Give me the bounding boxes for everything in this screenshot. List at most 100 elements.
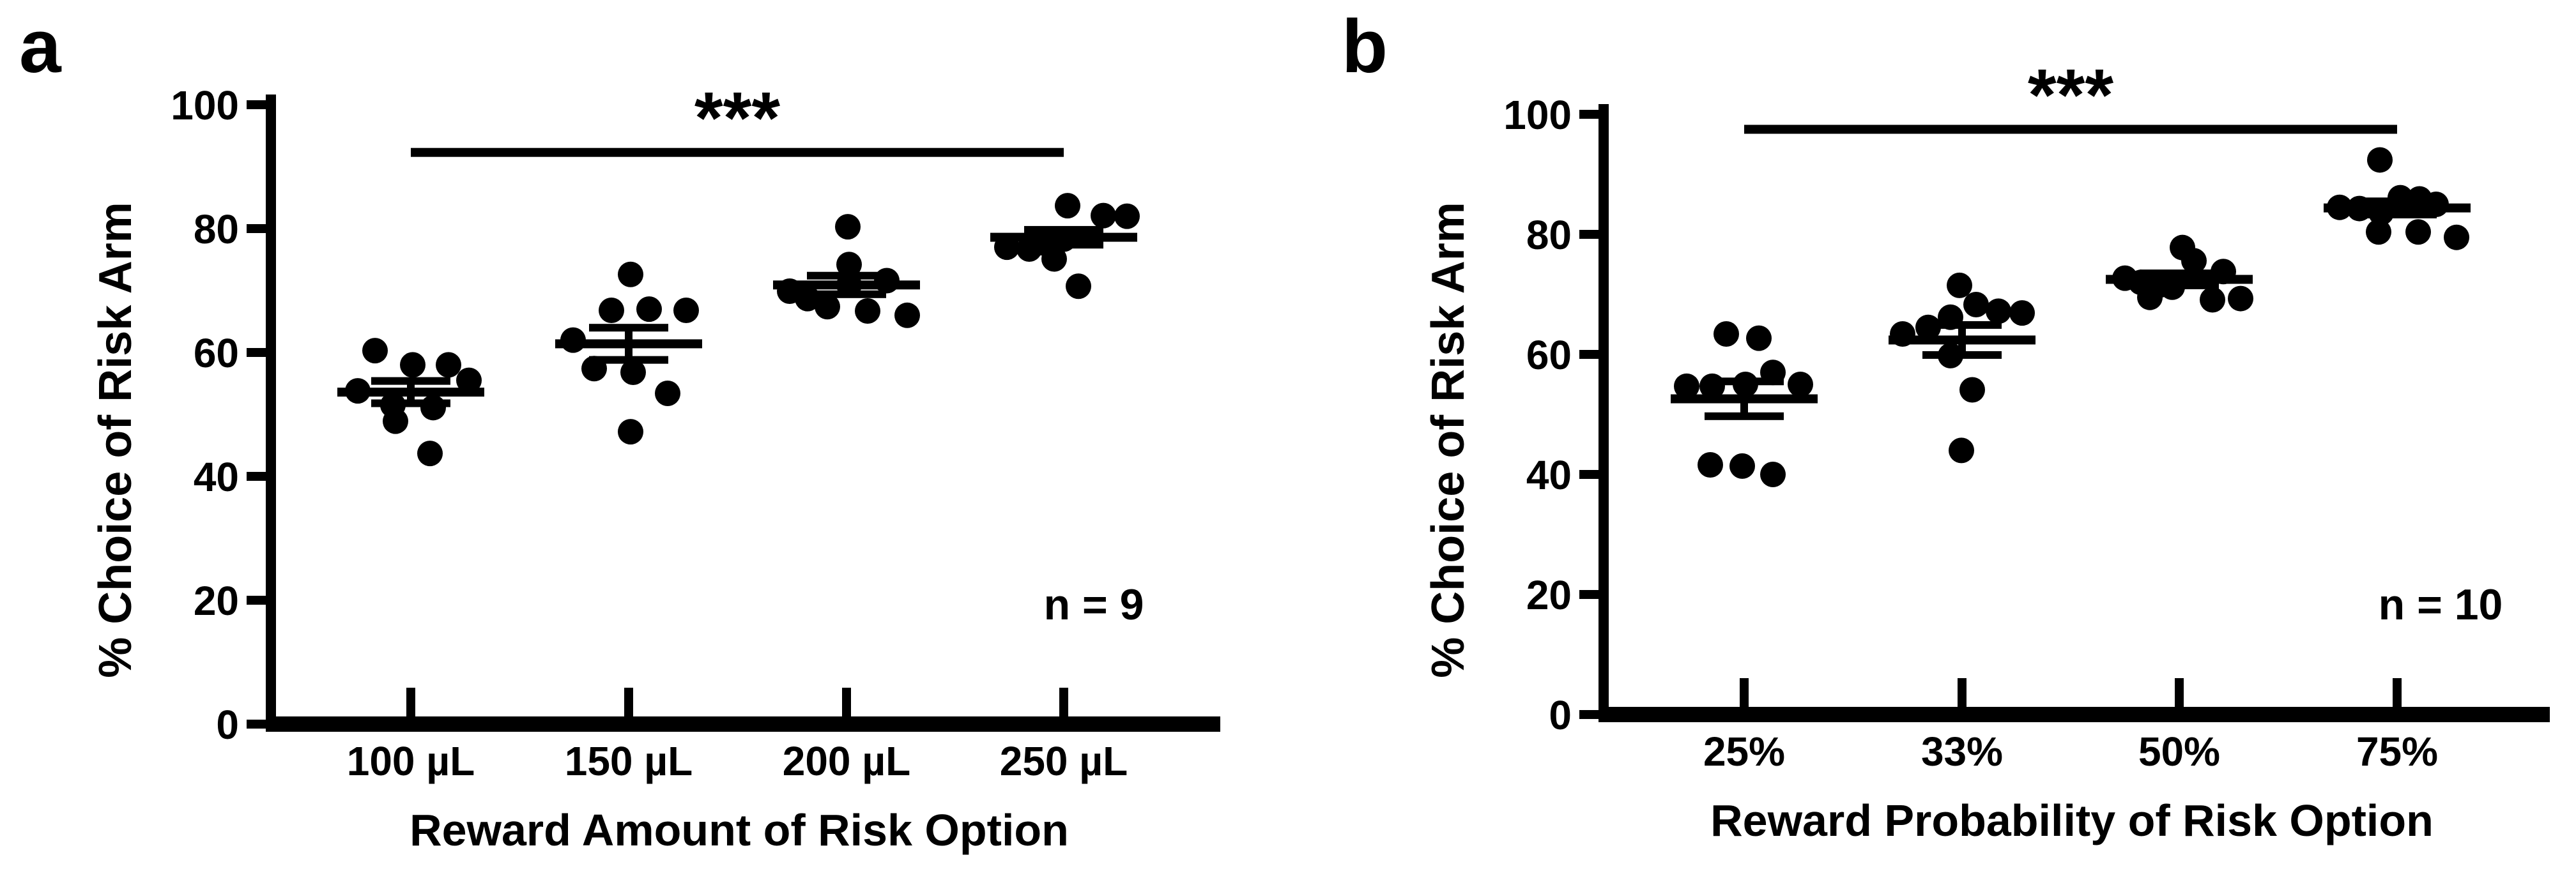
- data-point: [1016, 236, 1042, 262]
- data-point: [618, 419, 643, 445]
- data-point: [994, 234, 1020, 261]
- y-tick: [247, 348, 266, 357]
- y-axis-title: % Choice of Risk Arm: [1423, 202, 1474, 678]
- data-point: [1947, 272, 1972, 298]
- x-tick: [1059, 688, 1068, 716]
- y-tick-label: 100: [171, 82, 239, 128]
- x-axis-title: Reward Probability of Risk Option: [1710, 796, 2434, 845]
- data-point: [2181, 248, 2207, 274]
- sem-cap-upper: [589, 324, 668, 332]
- sem-cap-upper: [371, 377, 450, 385]
- data-point: [2159, 274, 2185, 300]
- y-tick: [247, 720, 266, 729]
- x-tick-label: 33%: [1921, 729, 2003, 775]
- x-axis-title: Reward Amount of Risk Option: [410, 805, 1069, 855]
- data-point: [1890, 321, 1915, 347]
- x-tick: [1958, 678, 1966, 707]
- x-tick-label: 50%: [2138, 729, 2220, 775]
- data-point: [1699, 373, 1725, 399]
- n-label: n = 10: [2379, 580, 2503, 629]
- data-point: [1938, 304, 1963, 330]
- mean-line: [337, 388, 484, 397]
- data-point: [835, 214, 861, 240]
- data-point: [456, 367, 482, 393]
- y-tick-label: 20: [194, 578, 239, 624]
- data-point: [1746, 325, 1772, 351]
- y-tick-label: 0: [216, 702, 239, 748]
- data-point: [2200, 287, 2225, 313]
- data-point: [1729, 453, 1755, 479]
- data-point: [2211, 259, 2236, 285]
- y-tick-label: 40: [194, 454, 239, 500]
- sem-cap-lower: [589, 356, 668, 364]
- data-point: [1733, 372, 1758, 397]
- data-point: [2327, 194, 2352, 220]
- y-tick: [1579, 230, 1598, 239]
- mean-line: [555, 339, 702, 349]
- data-point: [599, 298, 624, 324]
- panel-b-chart: 0 20 40 60 80 100 25% 33% 50% 75% *** n = 10 Reward …: [1423, 55, 2550, 845]
- n-label: n = 9: [1044, 580, 1144, 629]
- panel-b-letter: b: [1342, 4, 1388, 89]
- data-point: [436, 352, 461, 378]
- data-point: [345, 378, 371, 404]
- y-tick: [247, 100, 266, 109]
- data-point: [1986, 298, 2011, 324]
- data-point: [2366, 219, 2391, 245]
- x-tick: [624, 688, 633, 716]
- data-point: [1959, 377, 1985, 403]
- data-point: [383, 408, 408, 434]
- x-tick: [406, 688, 415, 716]
- panel-a-chart: 0 20 40 60 80 100 100 µL 150 µL 200 µL 250 µL *** n…: [90, 78, 1220, 855]
- data-point: [1760, 360, 1786, 386]
- data-point: [400, 352, 425, 378]
- y-axis-title: % Choice of Risk Arm: [90, 202, 141, 678]
- data-point: [1114, 203, 1140, 229]
- data-point: [1674, 373, 1699, 399]
- y-axis-line: [1598, 104, 1609, 722]
- y-tick-label: 80: [194, 206, 239, 252]
- x-tick-label: 75%: [2356, 729, 2438, 775]
- x-tick: [842, 688, 851, 716]
- data-point: [855, 298, 880, 324]
- sem-cap-lower: [1705, 412, 1784, 420]
- y-tick-label: 60: [1526, 332, 1572, 378]
- data-point: [2388, 185, 2413, 211]
- y-tick: [1579, 710, 1598, 719]
- data-point: [1760, 462, 1786, 487]
- data-point: [795, 285, 820, 312]
- y-tick: [247, 472, 266, 481]
- data-point: [2368, 200, 2394, 226]
- data-point: [673, 298, 699, 324]
- data-point: [1915, 314, 1941, 340]
- x-tick: [2175, 678, 2184, 707]
- y-tick: [247, 224, 266, 233]
- data-point: [2367, 147, 2393, 173]
- significance-line: [1744, 125, 2397, 134]
- data-point: [1788, 372, 1813, 397]
- data-point: [1066, 273, 1091, 299]
- x-tick-label: 200 µL: [783, 738, 911, 784]
- x-axis-line: [266, 716, 1220, 732]
- data-point: [1091, 202, 1116, 229]
- data-point: [1949, 437, 1974, 464]
- data-point: [1055, 193, 1080, 219]
- data-point: [815, 294, 840, 320]
- data-point: [836, 272, 862, 298]
- x-tick: [2393, 678, 2402, 707]
- panel-a-letter: a: [19, 4, 61, 89]
- x-tick-label: 150 µL: [565, 738, 693, 784]
- y-tick: [1579, 470, 1598, 479]
- x-tick-label: 250 µL: [1000, 738, 1128, 784]
- data-point: [636, 296, 662, 322]
- y-axis-line: [266, 95, 276, 732]
- data-point: [1051, 226, 1077, 252]
- significance-line: [411, 148, 1064, 157]
- significance-stars: ***: [694, 78, 781, 160]
- data-point: [1963, 291, 1989, 317]
- data-point: [2423, 192, 2449, 217]
- y-tick: [247, 596, 266, 605]
- y-tick-label: 60: [194, 330, 239, 376]
- x-tick: [1740, 678, 1749, 707]
- y-tick: [1579, 590, 1598, 599]
